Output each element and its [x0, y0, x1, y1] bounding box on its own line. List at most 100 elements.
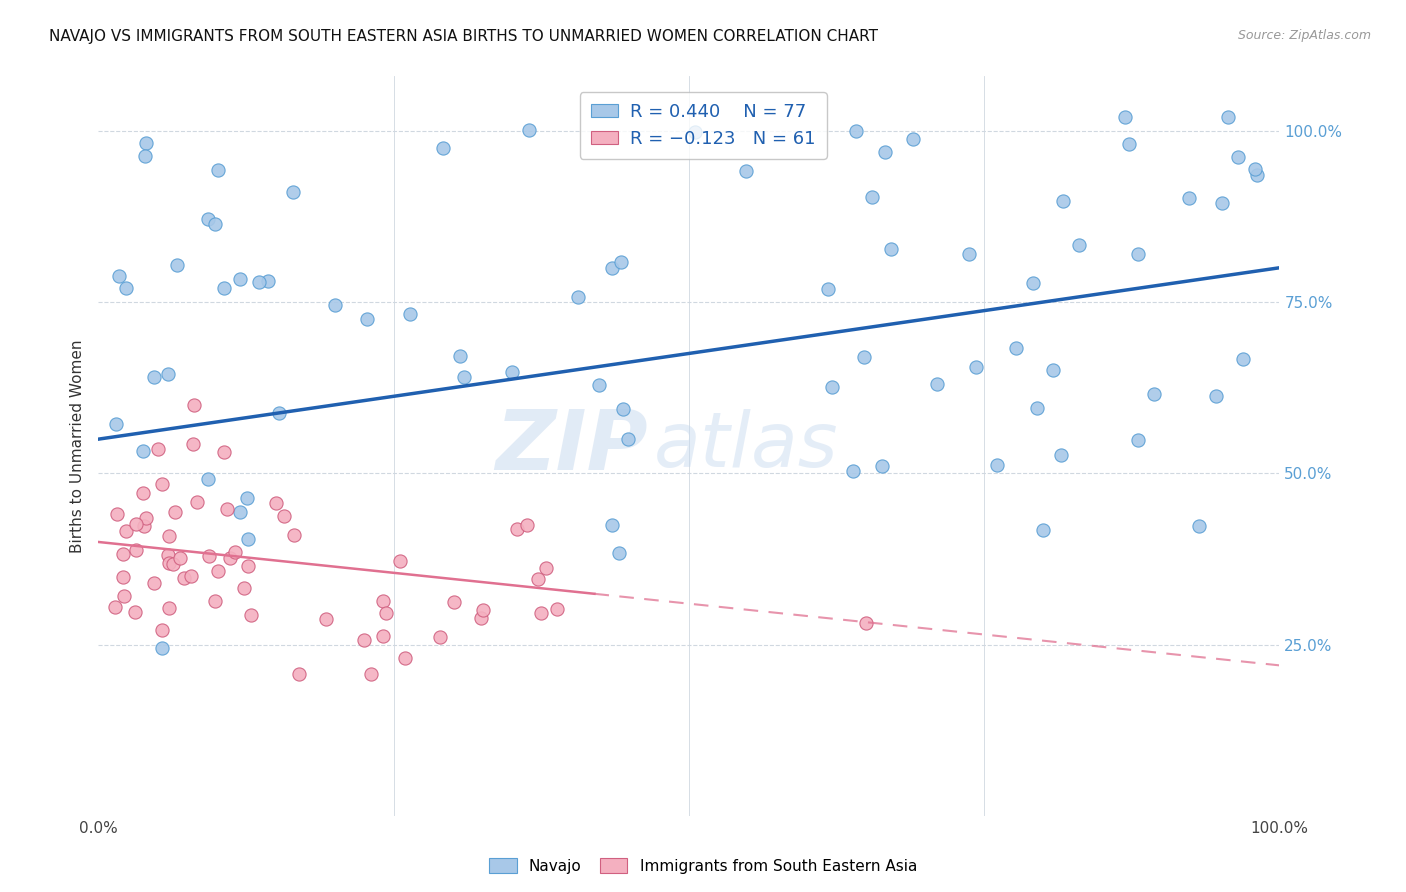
Point — [536, 561, 558, 575]
Point — [162, 558, 184, 572]
Point — [229, 505, 252, 519]
Point — [683, 125, 706, 139]
Point — [132, 518, 155, 533]
Point — [273, 508, 295, 523]
Text: Source: ZipAtlas.com: Source: ZipAtlas.com — [1237, 29, 1371, 42]
Point — [516, 518, 538, 533]
Point — [1128, 247, 1150, 261]
Point — [986, 458, 1008, 473]
Point — [821, 380, 844, 394]
Point — [281, 185, 304, 199]
Point — [472, 603, 495, 617]
Point — [1022, 277, 1045, 291]
Point — [356, 311, 378, 326]
Point — [855, 616, 877, 631]
Point — [150, 623, 173, 637]
Point — [1050, 448, 1073, 462]
Point — [965, 359, 987, 374]
Point — [506, 522, 529, 536]
Point — [1067, 238, 1090, 252]
Point — [112, 589, 135, 603]
Point — [239, 608, 262, 623]
Point — [143, 576, 166, 591]
Point — [1205, 388, 1227, 402]
Point — [169, 550, 191, 565]
Point — [125, 543, 148, 558]
Point — [115, 281, 138, 295]
Point — [219, 551, 242, 566]
Point — [173, 571, 195, 585]
Point — [198, 549, 221, 564]
Point — [134, 148, 156, 162]
Point — [163, 505, 186, 519]
Point — [124, 605, 146, 619]
Point — [353, 633, 375, 648]
Point — [236, 558, 259, 573]
Point — [1005, 341, 1028, 355]
Point — [131, 444, 153, 458]
Point — [204, 217, 226, 231]
Point — [157, 601, 180, 615]
Point — [394, 651, 416, 665]
Point — [323, 298, 346, 312]
Point — [229, 272, 252, 286]
Point — [1227, 150, 1250, 164]
Point — [104, 417, 127, 431]
Point — [112, 548, 135, 562]
Point — [207, 163, 229, 178]
Point — [546, 602, 568, 616]
Point — [501, 365, 523, 379]
Point — [398, 308, 420, 322]
Point — [236, 532, 259, 546]
Point — [374, 606, 396, 620]
Point — [233, 582, 256, 596]
Point — [957, 246, 980, 260]
Point — [610, 254, 633, 268]
Point — [157, 367, 180, 381]
Point — [181, 437, 204, 451]
Point — [186, 494, 208, 508]
Point — [872, 458, 894, 473]
Point — [104, 600, 127, 615]
Point — [1211, 196, 1233, 211]
Point — [360, 666, 382, 681]
Point — [449, 349, 471, 363]
Point — [607, 546, 630, 560]
Point — [235, 491, 257, 505]
Point — [735, 163, 758, 178]
Point — [183, 398, 205, 412]
Point — [1052, 194, 1074, 209]
Legend: R = 0.440    N = 77, R = −0.123   N = 61: R = 0.440 N = 77, R = −0.123 N = 61 — [579, 92, 827, 159]
Point — [616, 432, 638, 446]
Point — [612, 402, 634, 417]
Point — [108, 268, 131, 283]
Point — [852, 351, 875, 365]
Point — [105, 507, 128, 521]
Point — [1143, 387, 1166, 401]
Point — [373, 594, 395, 608]
Point — [1026, 401, 1049, 415]
Point — [156, 548, 179, 562]
Legend: Navajo, Immigrants from South Eastern Asia: Navajo, Immigrants from South Eastern As… — [482, 852, 924, 880]
Point — [143, 370, 166, 384]
Point — [132, 486, 155, 500]
Point — [388, 554, 411, 568]
Text: ZIP: ZIP — [495, 406, 648, 486]
Point — [125, 516, 148, 531]
Point — [214, 281, 236, 295]
Point — [842, 464, 865, 478]
Point — [197, 212, 219, 227]
Point — [600, 518, 623, 533]
Point — [845, 123, 868, 137]
Point — [1032, 524, 1054, 538]
Point — [112, 570, 135, 584]
Point — [1128, 433, 1150, 447]
Point — [197, 472, 219, 486]
Point — [1114, 110, 1136, 124]
Point — [453, 370, 475, 384]
Point — [212, 445, 235, 459]
Point — [114, 524, 136, 538]
Point — [247, 276, 270, 290]
Point — [567, 290, 589, 304]
Point — [530, 606, 553, 620]
